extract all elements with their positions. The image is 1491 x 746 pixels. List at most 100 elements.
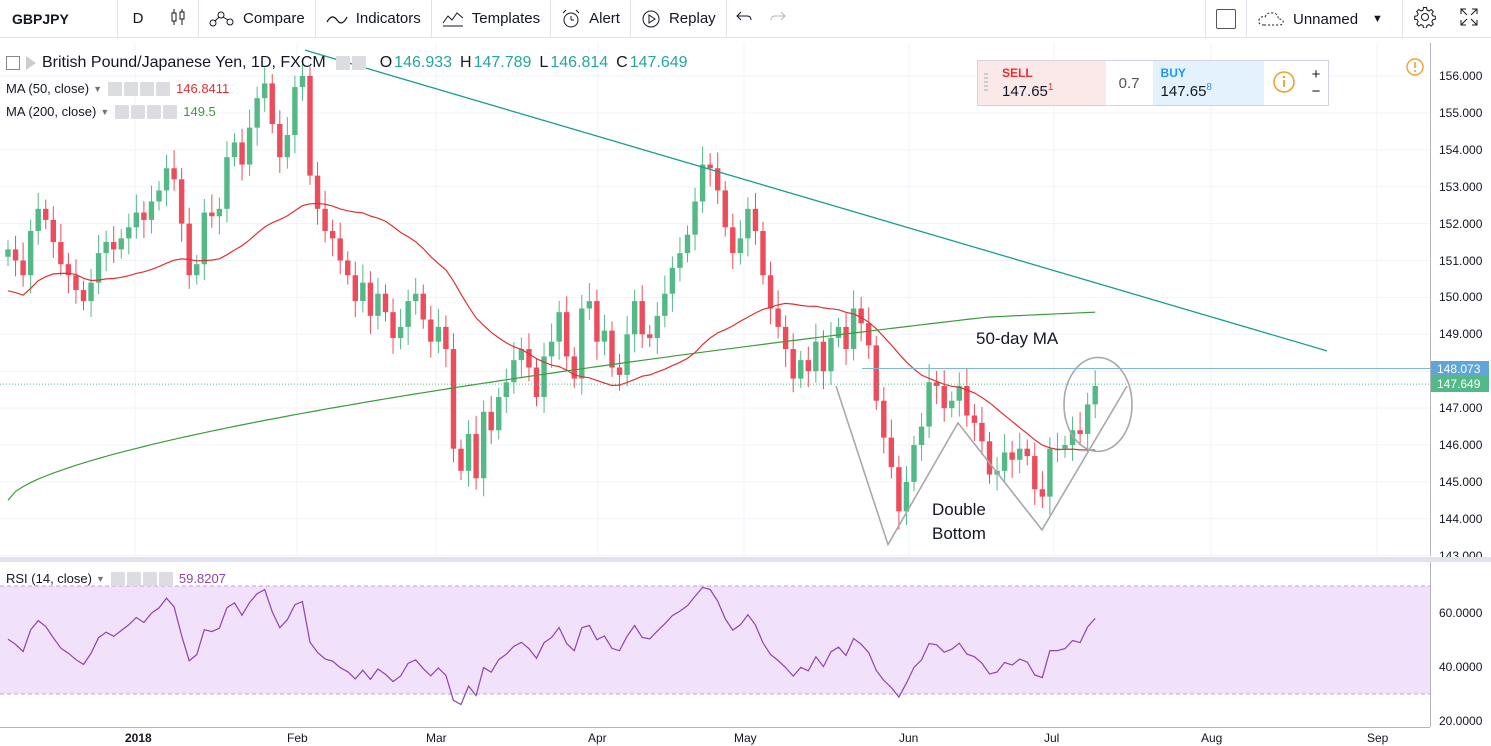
add-icon[interactable] [142, 571, 157, 586]
candle-body [27, 230, 34, 276]
candle-body [601, 330, 608, 342]
rsi-band [0, 586, 1430, 694]
time-axis[interactable]: 2018 Feb Mar Apr May Jun Jul Aug Sep [0, 727, 1430, 746]
eye-icon[interactable] [335, 56, 350, 70]
candle-body [941, 385, 947, 409]
candle-body [443, 326, 449, 350]
templates-button[interactable]: Templates [432, 0, 550, 38]
compare-button[interactable]: Compare [199, 0, 315, 38]
price-pane[interactable] [0, 43, 1430, 556]
time-tick-label: 2018 [125, 731, 152, 745]
redo-button[interactable] [761, 0, 795, 38]
symbol-search-button[interactable]: GBPJPY [0, 0, 117, 38]
candle-body [760, 230, 766, 276]
candle-body [201, 212, 207, 265]
rsi-tick-label: 40.0000 [1439, 660, 1483, 674]
expand-button[interactable] [1447, 0, 1491, 38]
candle-body [654, 315, 660, 338]
time-tick-label: May [734, 731, 757, 745]
quantity-stepper[interactable]: + − [1304, 61, 1328, 105]
sell-button[interactable]: SELL 147.651 [978, 61, 1106, 105]
chart-style-button[interactable] [158, 0, 198, 38]
close-icon[interactable] [156, 81, 171, 96]
warning-icon[interactable] [1406, 58, 1424, 81]
fullscreen-toggle[interactable] [1206, 0, 1246, 38]
candle-body [88, 282, 94, 302]
candle-body [677, 253, 683, 268]
candle-body [949, 400, 955, 409]
alert-label: Alert [589, 10, 620, 27]
candle-body [413, 293, 419, 302]
candle-body [745, 208, 751, 239]
pattern-annotation-line1[interactable]: Double [932, 500, 986, 519]
rsi-chart [0, 585, 1430, 706]
eye-icon[interactable] [115, 104, 130, 119]
candle-body [1069, 430, 1076, 445]
eye-icon[interactable] [110, 571, 125, 586]
chevron-down-icon[interactable]: ▼ [95, 573, 105, 584]
close-icon[interactable] [163, 104, 178, 119]
collapse-icon[interactable] [6, 56, 20, 70]
ma200-line [7, 311, 1096, 501]
gear-icon[interactable] [351, 56, 366, 70]
candle-body [277, 123, 283, 158]
chevron-down-icon[interactable]: ▼ [93, 83, 103, 94]
ma-annotation[interactable]: 50-day MA [976, 329, 1059, 348]
rsi-axis[interactable]: 60.0000 40.0000 20.0000 [1430, 562, 1491, 728]
eye-icon[interactable] [108, 81, 123, 96]
info-button[interactable] [1264, 61, 1304, 105]
add-icon[interactable] [140, 81, 155, 96]
gear-icon[interactable] [126, 571, 141, 586]
candle-body [216, 208, 223, 217]
pane-divider[interactable] [0, 557, 1491, 562]
minus-button[interactable]: − [1311, 83, 1321, 100]
rsi-value: 59.8207 [178, 571, 226, 586]
price-axis[interactable]: 156.000 155.000 154.000 153.000 152.000 151.0… [1430, 43, 1491, 563]
compare-icon [209, 10, 235, 28]
add-icon[interactable] [147, 104, 162, 119]
pattern-annotation-line2[interactable]: Bottom [932, 524, 986, 543]
candle-body [790, 349, 796, 379]
candle-body [12, 249, 19, 261]
replay-button[interactable]: Replay [631, 0, 726, 38]
price-chart [0, 43, 1430, 556]
ma200-controls[interactable] [115, 104, 178, 119]
rsi-pane[interactable] [0, 562, 1430, 727]
plus-button[interactable]: + [1311, 66, 1321, 83]
drag-handle-icon[interactable] [984, 73, 988, 93]
indicators-label: Indicators [355, 10, 421, 27]
candle-body [35, 208, 41, 231]
ma50-controls[interactable] [108, 81, 171, 96]
price-tick-label: 152.000 [1439, 216, 1483, 231]
trendline [304, 49, 1328, 352]
buy-button[interactable]: BUY 147.658 [1152, 61, 1265, 105]
candle-body [262, 83, 268, 99]
high-value: 147.789 [473, 54, 532, 71]
candle-body [382, 293, 389, 313]
interval-button[interactable]: D [118, 0, 158, 38]
time-tick-label: Jun [899, 731, 919, 745]
gear-icon[interactable] [124, 81, 139, 96]
time-tick-label: Aug [1201, 731, 1223, 745]
settings-button[interactable] [1403, 0, 1447, 38]
ma200-label: MA (200, close) [6, 104, 97, 119]
gear-icon[interactable] [131, 104, 146, 119]
undo-button[interactable] [727, 0, 761, 38]
candle-body [1017, 448, 1023, 460]
chevron-down-icon[interactable]: ▼ [100, 106, 110, 117]
candle-body [473, 433, 479, 479]
candle-body [896, 467, 902, 512]
layout-save-button[interactable]: Unnamed ▼ [1247, 0, 1402, 38]
alert-button[interactable]: Alert [551, 0, 630, 38]
candle-body [194, 264, 200, 276]
cloud-icon [1257, 11, 1285, 27]
candle-body [873, 345, 879, 401]
candle-body [269, 83, 275, 124]
close-icon[interactable] [158, 571, 173, 586]
indicators-button[interactable]: Indicators [316, 0, 431, 38]
candle-body [322, 208, 328, 231]
high-key: H [460, 54, 472, 71]
candle-body [805, 360, 811, 372]
series-controls[interactable] [335, 56, 366, 70]
rsi-controls[interactable] [110, 571, 173, 586]
